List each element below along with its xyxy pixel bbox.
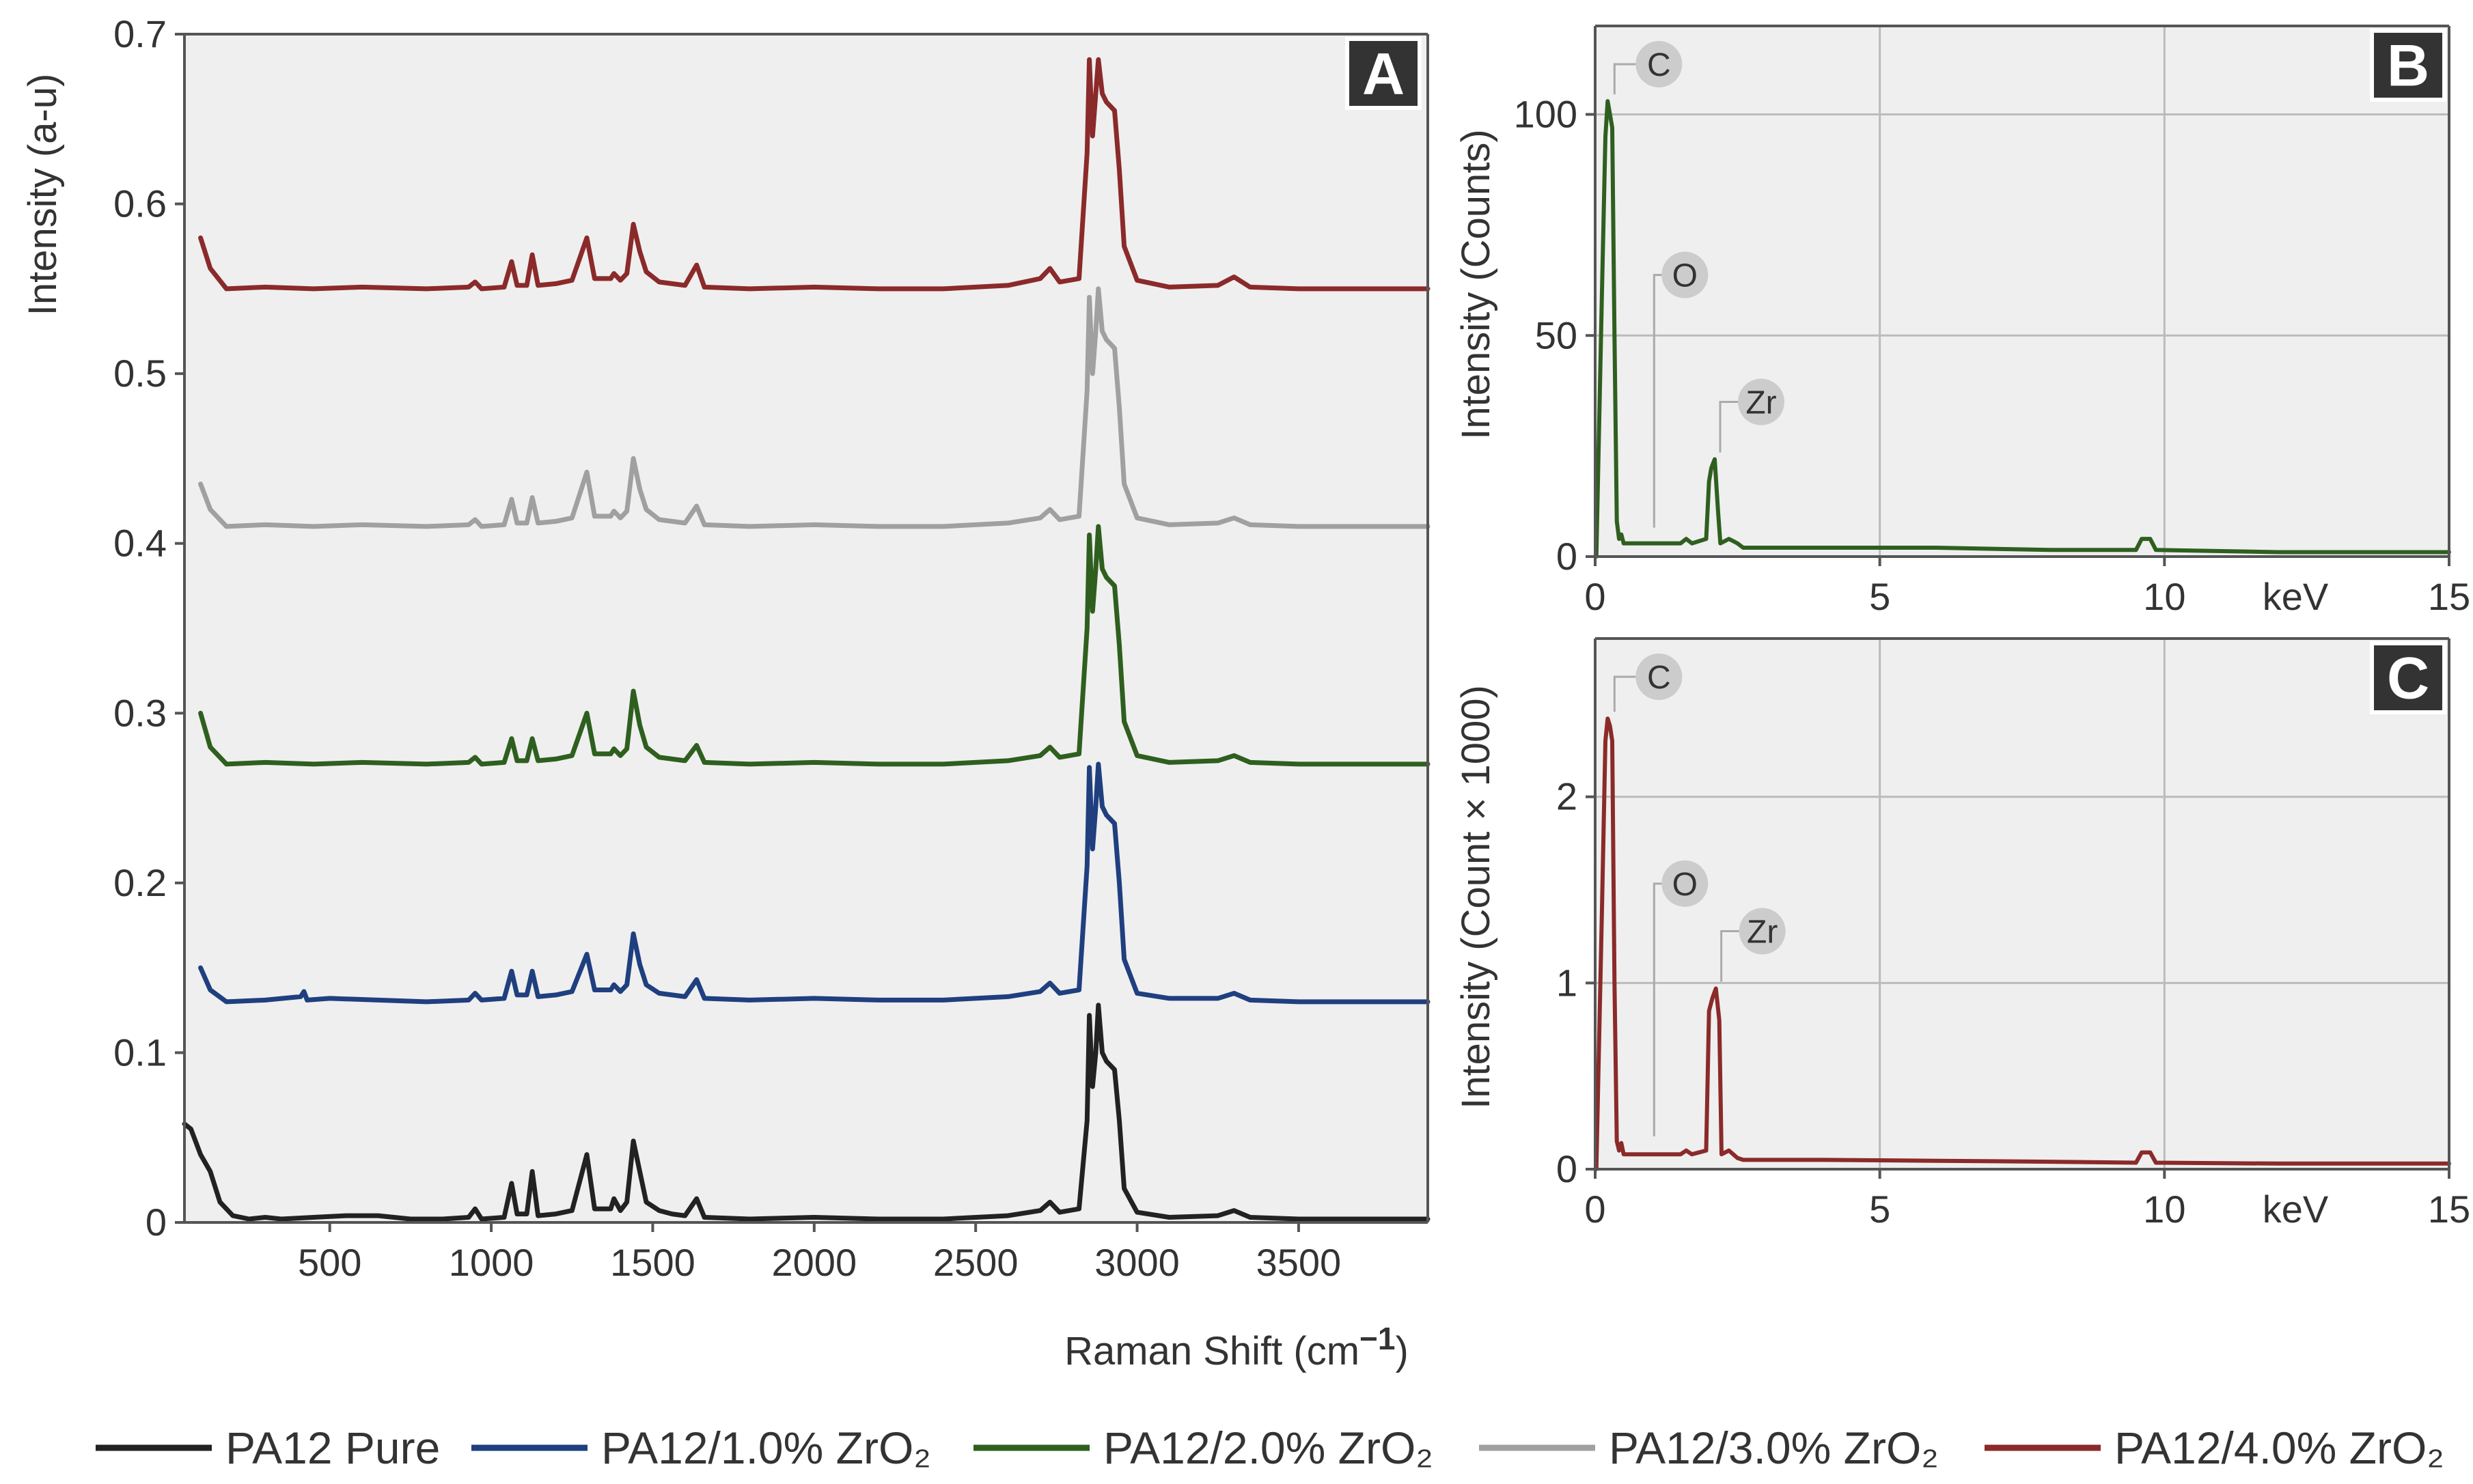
legend-item: PA12/2.0% ZrO₂ <box>973 1423 1433 1473</box>
callout-leader <box>1653 882 1662 1136</box>
y-tick-label: 1 <box>1556 961 1577 1004</box>
callout-bubble <box>1661 251 1709 298</box>
legend-item: PA12/4.0% ZrO₂ <box>1985 1423 2444 1473</box>
legend-label: PA12/4.0% ZrO₂ <box>2114 1423 2444 1473</box>
x-tick-label: 3000 <box>1094 1241 1180 1284</box>
series-line-4 <box>198 57 1431 292</box>
legend: PA12 Pure PA12/1.0% ZrO₂ PA12/2.0% ZrO₂ PA1… <box>96 1423 2444 1473</box>
panel-tag-label: A <box>1362 42 1405 107</box>
plot-area <box>184 34 1428 1222</box>
x-tick-label: 1500 <box>610 1241 695 1284</box>
panel-tag-box <box>2374 33 2442 98</box>
y-tick-label: 0.5 <box>113 352 167 395</box>
callout-leader <box>1720 930 1739 982</box>
x-tick-label: 3500 <box>1256 1241 1342 1284</box>
y-tick-label: 0.7 <box>113 12 167 55</box>
series-line-1 <box>198 761 1431 1005</box>
peak-callout: Zr <box>1720 908 1786 982</box>
panel-tag-label: C <box>2387 646 2429 712</box>
x-tick-label: 10 <box>2143 1188 2185 1231</box>
y-tick-label: 0.4 <box>113 522 167 565</box>
x-axis-label-main: Raman Shift (cm <box>1064 1329 1359 1373</box>
callout-bubble <box>1738 378 1784 425</box>
legend-item: PA12/1.0% ZrO₂ <box>471 1423 931 1473</box>
y-tick-label: 0.2 <box>113 861 167 904</box>
callout-bubble <box>1635 41 1683 87</box>
legend-label: PA12/3.0% ZrO₂ <box>1609 1423 1939 1473</box>
peak-callout: C <box>1613 41 1683 95</box>
y-tick-label: 2 <box>1556 775 1577 818</box>
series-line-0 <box>182 1003 1431 1222</box>
y-tick-label: 0.6 <box>113 182 167 225</box>
callout-label: Zr <box>1747 914 1778 951</box>
y-tick-label: 0.1 <box>113 1031 167 1074</box>
plot-area <box>1595 26 2449 557</box>
x-tick-label: 2000 <box>772 1241 857 1284</box>
x-axis-label: Raman Shift (cm−1) <box>1064 1321 1409 1373</box>
x-tick-label: 1000 <box>449 1241 534 1284</box>
callout-label: C <box>1647 47 1671 83</box>
peak-callout: Zr <box>1719 378 1784 453</box>
x-tick-label: 500 <box>298 1241 361 1284</box>
legend-label: PA12/1.0% ZrO₂ <box>601 1423 931 1473</box>
peak-callout: C <box>1613 654 1683 712</box>
peak-callout: O <box>1653 860 1709 1136</box>
x-axis-label-superscript: −1 <box>1359 1321 1395 1356</box>
legend-label: PA12/2.0% ZrO₂ <box>1103 1423 1433 1473</box>
series-line-2 <box>198 524 1431 767</box>
x-tick-label: 15 <box>2428 575 2470 618</box>
legend-item: PA12 Pure <box>96 1423 440 1473</box>
series-line-3 <box>198 286 1431 529</box>
callout-bubble <box>1661 860 1709 907</box>
callout-label: O <box>1672 867 1698 903</box>
panel-b-eds-chart: 0 5 10 15 0 50 100 Intensity (Counts) keV C O Zr B <box>1454 25 2470 618</box>
y-tick-label: 100 <box>1514 93 1577 136</box>
panel-tag-label: B <box>2387 33 2429 99</box>
callout-leader <box>1653 274 1662 528</box>
y-axis-label: Intensity (a-u) <box>20 74 65 316</box>
y-tick-label: 0.3 <box>113 691 167 734</box>
y-tick-label: 0 <box>1556 535 1577 578</box>
y-tick-label: 0 <box>146 1201 167 1244</box>
panel-tag-box <box>2374 645 2442 710</box>
plot-area <box>1595 639 2449 1169</box>
x-tick-label: 5 <box>1869 1188 1890 1231</box>
x-tick-label: 0 <box>1584 1188 1605 1231</box>
unit-label: keV <box>2263 1188 2329 1231</box>
y-axis-label: Intensity (Counts) <box>1454 129 1498 440</box>
panel-c-eds-chart: 0 5 10 15 0 1 2 Intensity (Count × 1000) keV C O Zr… <box>1454 637 2470 1231</box>
callout-leader <box>1613 63 1636 95</box>
y-tick-label: 0 <box>1556 1147 1577 1190</box>
callout-leader <box>1719 401 1738 453</box>
y-tick-label: 50 <box>1535 313 1577 356</box>
panel-tag-box <box>1349 41 1418 106</box>
x-tick-label: 10 <box>2143 575 2185 618</box>
x-tick-label: 5 <box>1869 575 1890 618</box>
x-tick-label: 0 <box>1584 575 1605 618</box>
callout-bubble <box>1739 908 1786 955</box>
peak-callout: O <box>1653 251 1709 528</box>
x-tick-label: 2500 <box>933 1241 1019 1284</box>
callout-label: C <box>1647 660 1671 696</box>
legend-item: PA12/3.0% ZrO₂ <box>1479 1423 1939 1473</box>
callout-leader <box>1613 675 1636 712</box>
callout-bubble <box>1635 654 1683 700</box>
panel-a-raman-chart: 500 1000 1500 2000 2500 3000 3500 0 0.1 0.2 0.3 0.4… <box>20 12 1431 1373</box>
series-line-eds <box>1594 716 2451 1171</box>
x-tick-label: 15 <box>2428 1188 2470 1231</box>
callout-label: Zr <box>1745 385 1776 421</box>
unit-label: keV <box>2263 575 2329 618</box>
legend-label: PA12 Pure <box>225 1423 440 1473</box>
series-line-eds <box>1594 99 2451 559</box>
y-axis-label: Intensity (Count × 1000) <box>1454 685 1498 1109</box>
callout-label: O <box>1672 258 1698 294</box>
x-axis-label-close: ) <box>1396 1329 1409 1373</box>
